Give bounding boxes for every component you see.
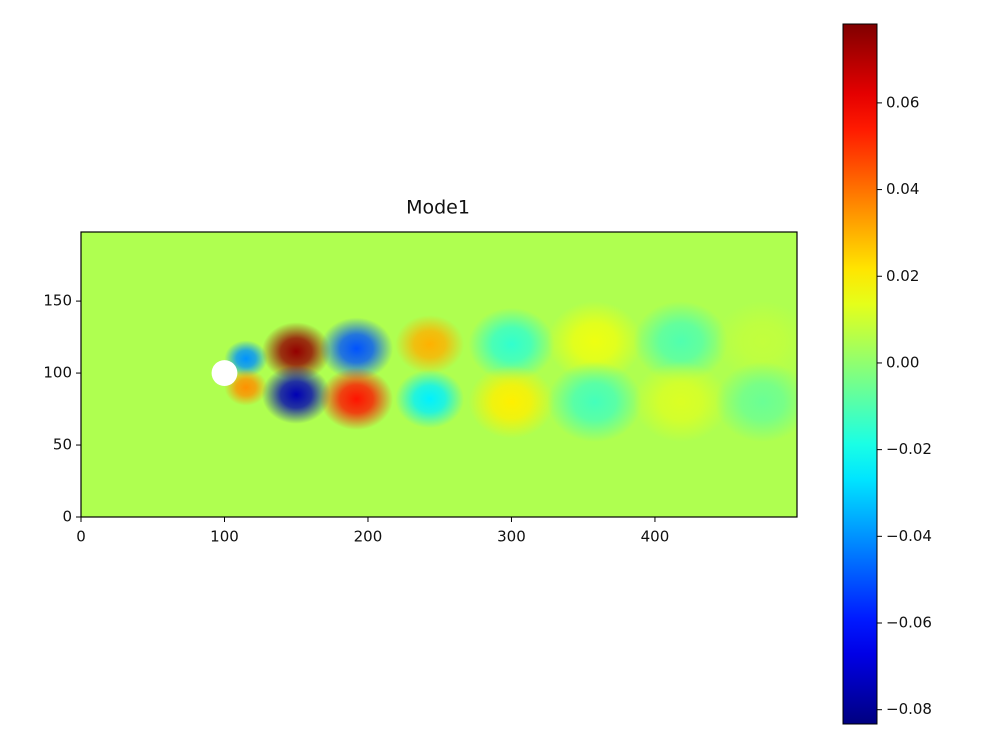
- mode-blob: [715, 361, 797, 443]
- mode-blob: [715, 301, 797, 382]
- field: [224, 301, 797, 443]
- y-tick-label: 50: [53, 436, 72, 454]
- x-tick-label: 300: [497, 528, 526, 546]
- colorbar-tick-label: 0.00: [886, 353, 919, 371]
- mode-blob: [319, 367, 394, 431]
- colorbar-tick-label: −0.08: [886, 700, 932, 718]
- y-tick-label: 100: [43, 364, 72, 382]
- mode-blob: [395, 369, 465, 429]
- mode-blob: [261, 365, 331, 424]
- colorbar-tick-label: −0.02: [886, 440, 932, 458]
- x-tick-label: 100: [210, 528, 239, 546]
- colorbar: [842, 23, 878, 725]
- x-tick-label: 400: [641, 528, 670, 546]
- colorbar-tick-label: −0.06: [886, 614, 932, 632]
- mode-blob: [319, 317, 394, 380]
- y-tick-label: 150: [43, 292, 72, 310]
- mode-blob: [468, 365, 555, 439]
- mode-blob: [261, 322, 331, 381]
- chart-title: Mode1: [406, 197, 470, 219]
- colorbar-tick-label: −0.04: [886, 527, 932, 545]
- plot-frame: [80, 231, 798, 518]
- obstacle: [211, 360, 238, 386]
- colorbar-tick-label: 0.02: [886, 267, 919, 285]
- mode-blob: [547, 361, 643, 443]
- mode-blob: [468, 307, 555, 381]
- colorbar-tick-label: 0.04: [886, 180, 919, 198]
- x-tick-label: 200: [354, 528, 383, 546]
- mode-blob: [395, 315, 465, 374]
- y-tick-label: 0: [62, 508, 72, 526]
- colorbar-tick-label: 0.06: [886, 93, 919, 111]
- mode-blob: [633, 301, 729, 382]
- x-tick-label: 0: [76, 528, 86, 546]
- mode-blob: [547, 301, 643, 382]
- mode-blob: [633, 361, 729, 443]
